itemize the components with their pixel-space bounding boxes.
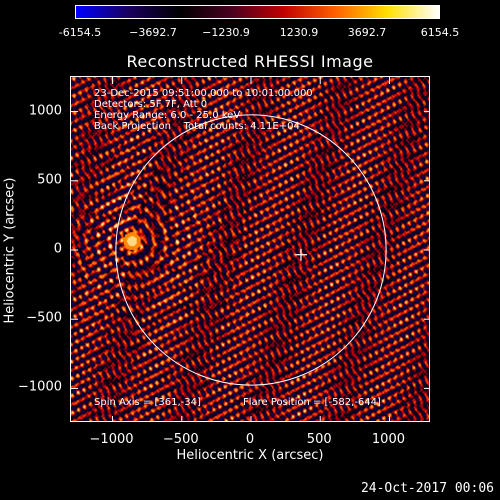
flare-position-text: Flare Position = [-582,-644] (243, 397, 381, 408)
colorbar-tick-label: -6154.5 (58, 26, 102, 39)
plot-overlay (71, 77, 429, 421)
rhessi-image-canvas (71, 77, 429, 421)
colorbar-tick-label: 6154.5 (420, 26, 460, 39)
time-range-text: 23-Dec-2015 09:51:00.000 to 10:01:00.000 (94, 88, 313, 99)
solar-limb-circle (115, 114, 387, 386)
y-tick-label: 0 (53, 241, 62, 257)
detectors-text: Detectors: 5F 7F, Att 0 (94, 99, 208, 110)
y-tick-label: 500 (37, 172, 62, 188)
x-tick-label: 500 (306, 432, 332, 447)
y-tick-label: −1000 (18, 379, 62, 395)
x-axis-title: Heliocentric X (arcsec) (176, 448, 324, 463)
spin-axis-marker (294, 248, 307, 261)
colorbar-tick-label: −3692.7 (129, 26, 177, 39)
energy-range-text: Energy Range: 6.0 - 25.0 keV (94, 110, 241, 121)
spin-axis-text: Spin Axis = [361,-34] (94, 397, 201, 408)
timestamp: 24-Oct-2017 00:06 (360, 481, 494, 496)
axis-ticks (71, 77, 429, 421)
colorbar-tick-label: 3692.7 (347, 26, 387, 39)
y-axis-title: Heliocentric Y (arcsec) (2, 177, 18, 324)
x-tick-label: −1000 (89, 432, 134, 447)
x-tick-label: 0 (245, 432, 255, 447)
plot-title: Reconstructed RHESSI Image (126, 52, 374, 71)
colorbar (75, 5, 440, 19)
colorbar-tick-label: 1230.9 (279, 26, 319, 39)
colorbar-tick-label: −1230.9 (202, 26, 250, 39)
x-tick-label: 1000 (371, 432, 405, 447)
x-tick-label: −500 (162, 432, 199, 447)
method-counts-text: Back Projection Total counts: 4.11E+04 (94, 121, 300, 132)
y-tick-label: −500 (26, 310, 62, 326)
image-plot-area (70, 76, 430, 422)
y-tick-label: 1000 (28, 103, 62, 119)
